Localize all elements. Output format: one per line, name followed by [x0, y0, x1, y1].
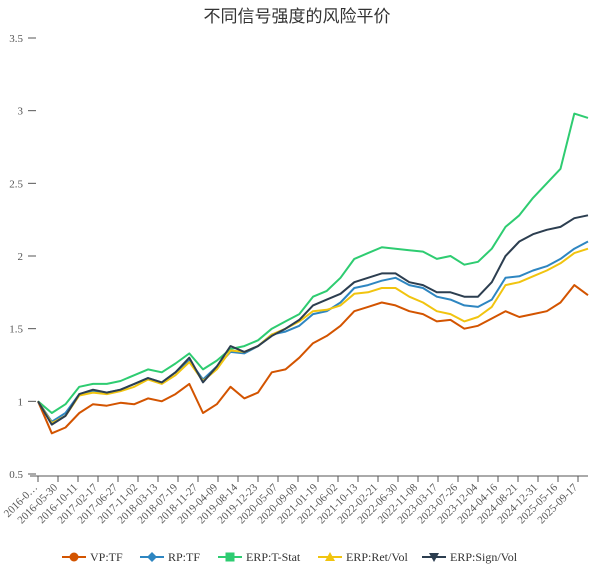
- chart-title: 不同信号强度的风险平价: [204, 7, 391, 27]
- series-line-erp-ret-vol: [37, 247, 589, 425]
- x-axis: 2016-0…2016-05-302016-10-112017-02-17201…: [2, 475, 588, 526]
- legend-marker: [429, 553, 439, 562]
- legend-label: RP:TF: [168, 550, 200, 564]
- y-tick-label: 3: [18, 106, 24, 118]
- legend-label: ERP:Ret/Vol: [346, 550, 408, 564]
- y-tick-label: 0.5: [9, 469, 23, 481]
- legend: VP:TF RP:TF ERP:T-Stat ERP:Ret/Vol ERP:Sign/…: [62, 550, 518, 564]
- series-line-vp-tf: [37, 284, 589, 435]
- y-tick-label: 1: [18, 396, 24, 408]
- series-line-erp-sign-vol: [37, 214, 589, 426]
- y-tick-label: 3.5: [9, 33, 23, 45]
- series-line-rp-tf: [37, 240, 589, 423]
- y-tick-label: 2.5: [9, 178, 23, 190]
- legend-marker: [147, 552, 157, 562]
- legend-marker: [225, 552, 235, 562]
- series-line-erp-t-stat: [37, 112, 589, 414]
- legend-label: ERP:Sign/Vol: [450, 550, 518, 564]
- legend-marker: [325, 552, 335, 561]
- legend-label: VP:TF: [90, 550, 123, 564]
- y-tick-label: 2: [18, 251, 24, 263]
- series-lines: [37, 112, 589, 435]
- legend-label: ERP:T-Stat: [246, 550, 301, 564]
- y-axis: 0.5 1 1.5 2 2.5 3 3.5: [9, 33, 36, 481]
- y-tick-label: 1.5: [9, 324, 23, 336]
- legend-marker: [69, 552, 79, 562]
